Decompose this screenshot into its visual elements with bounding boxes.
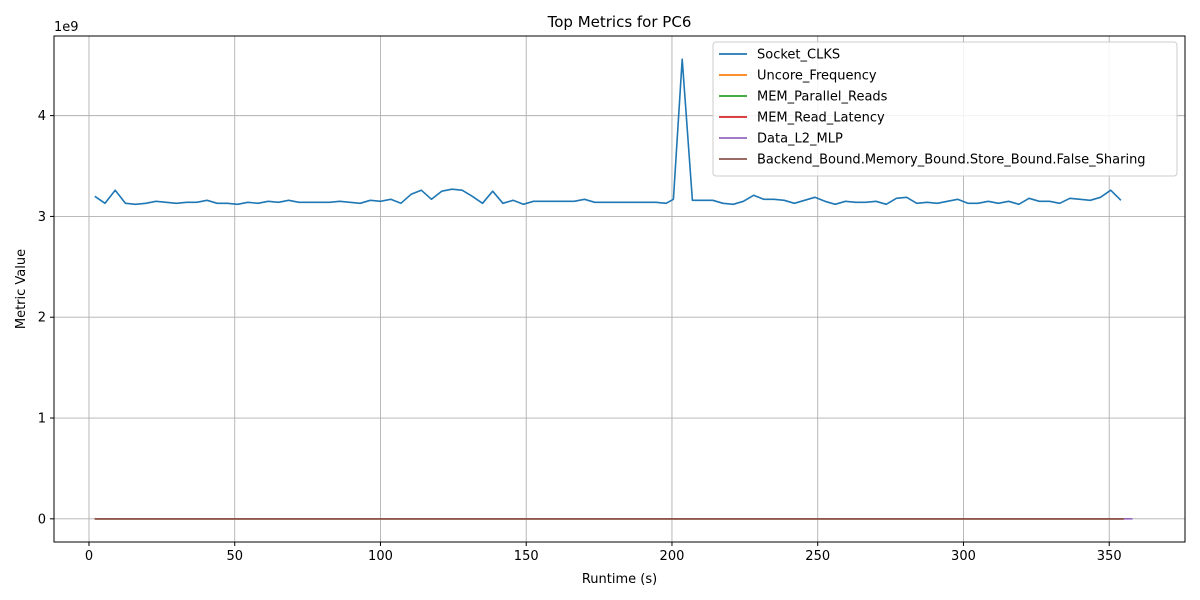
axis-ticks: 0 50 100 150 200 250 300 350 0 1 2 3 4 (38, 109, 1122, 564)
x-tick-label: 300 (951, 549, 976, 564)
legend-label: Data_L2_MLP (757, 132, 843, 147)
series-lines (94, 58, 1133, 520)
legend-box (712, 41, 1178, 177)
plot-frame (53, 35, 1186, 543)
x-tick-label: 250 (805, 549, 830, 564)
x-tick-label: 0 (85, 549, 93, 564)
y-tick-label: 4 (38, 109, 46, 124)
y-offset-label: 1e9 (54, 20, 79, 35)
legend-label: MEM_Parallel_Reads (757, 90, 888, 105)
legend-label: Socket_CLKS (757, 48, 840, 63)
y-tick-label: 1 (38, 412, 46, 427)
legend-label: Backend_Bound.Memory_Bound.Store_Bound.F… (757, 153, 1146, 168)
chart-title: Top Metrics for PC6 (547, 13, 692, 31)
legend-label: MEM_Read_Latency (757, 111, 885, 126)
x-tick-label: 50 (226, 549, 243, 564)
legend: Socket_CLKS Uncore_Frequency MEM_Parallel_… (712, 41, 1178, 177)
x-tick-label: 200 (660, 549, 685, 564)
x-axis-title: Runtime (s) (582, 572, 657, 587)
x-tick-label: 150 (514, 549, 539, 564)
x-tick-label: 350 (1097, 549, 1122, 564)
y-axis-title: Metric Value (14, 249, 29, 329)
y-tick-label: 2 (38, 311, 46, 326)
series-line-socket-clks (94, 58, 1122, 206)
y-tick-label: 3 (38, 210, 46, 225)
y-tick-label: 0 (38, 512, 46, 527)
legend-label: Uncore_Frequency (757, 69, 877, 84)
x-tick-label: 100 (368, 549, 393, 564)
